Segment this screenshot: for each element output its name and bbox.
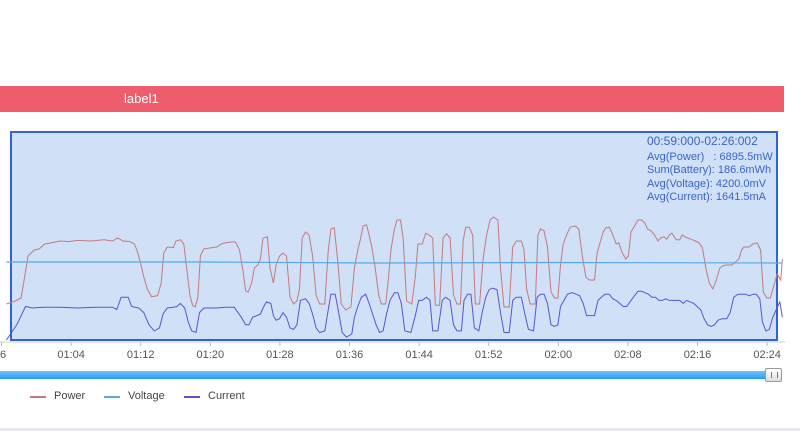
bottom-divider xyxy=(0,428,800,431)
plot-area[interactable] xyxy=(10,131,778,341)
scrollbar-track[interactable] xyxy=(0,371,770,379)
x-tick-label: 01:52 xyxy=(475,349,503,361)
x-tick-label: 02:16 xyxy=(684,349,712,361)
series-line-voltage xyxy=(6,261,783,264)
header-bar: label1 xyxy=(0,86,784,112)
x-tick-label: 01:20 xyxy=(197,349,225,361)
legend-label-voltage: Voltage xyxy=(128,390,165,402)
legend-label-current: Current xyxy=(208,390,245,402)
x-tick-label: 02:00 xyxy=(545,349,573,361)
x-tick-label: 01:04 xyxy=(57,349,85,361)
legend-swatch-voltage xyxy=(104,396,120,398)
series-line-power xyxy=(6,216,783,311)
x-tick-label: 01:12 xyxy=(127,349,155,361)
stats-avg-power: Avg(Power) : 6895.5mW xyxy=(647,151,773,163)
x-tick-label: 02:08 xyxy=(614,349,642,361)
x-tick-label: 01:36 xyxy=(336,349,364,361)
x-tick-label: 6 xyxy=(0,349,6,361)
x-tick-label: 01:44 xyxy=(405,349,433,361)
legend-swatch-current xyxy=(184,396,200,398)
power-chart: 6 01:04 01:12 01:20 01:28 01:36 01:44 01:52 02:0… xyxy=(0,131,785,361)
stats-sum-battery: Sum(Battery): 186.6mWh xyxy=(647,164,771,176)
legend-swatch-power xyxy=(30,396,46,398)
legend-label-power: Power xyxy=(54,390,86,402)
time-scrollbar[interactable] xyxy=(0,368,785,382)
x-tick-label: 01:28 xyxy=(266,349,294,361)
stats-range: 00:59:000-02:26:002 xyxy=(647,134,758,148)
header-label: label1 xyxy=(124,91,159,106)
x-tick-label: 02:24 xyxy=(753,349,781,361)
stats-avg-voltage: Avg(Voltage): 4200.0mV xyxy=(647,178,767,190)
series-line-current xyxy=(5,287,783,341)
stats-avg-current: Avg(Current): 1641.5mA xyxy=(647,191,767,203)
scrollbar-handle[interactable] xyxy=(765,368,782,382)
